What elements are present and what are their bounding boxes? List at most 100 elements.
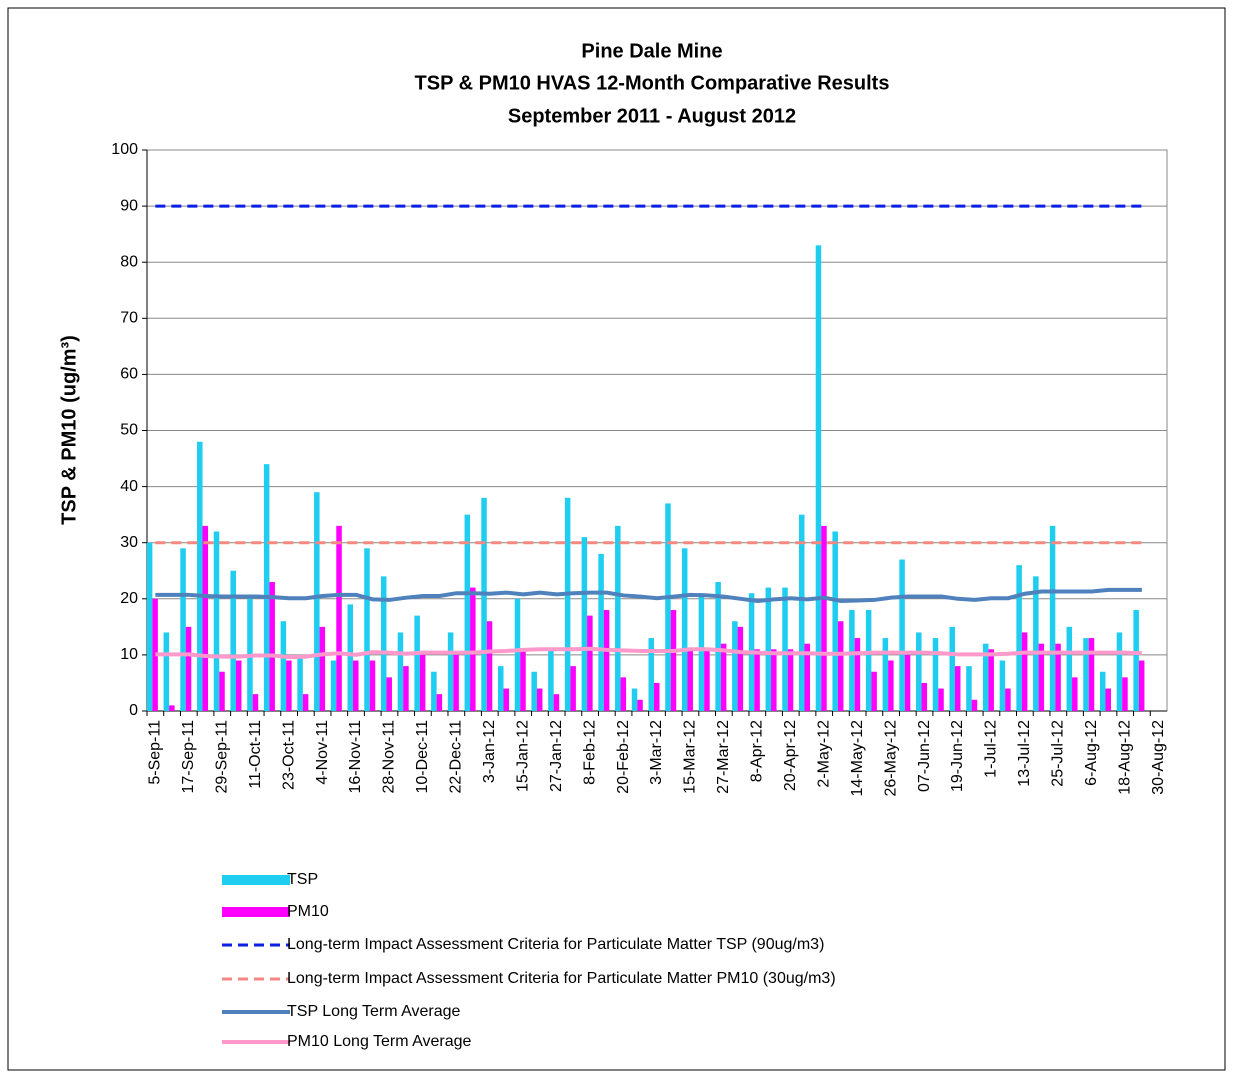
x-tick-label: 3-Jan-12 [481, 720, 498, 783]
bar [431, 671, 437, 711]
bar [1033, 576, 1039, 711]
bar [888, 660, 894, 711]
x-tick-label: 17-Sep-11 [180, 720, 197, 794]
legend-label: Long-term Impact Assessment Criteria for… [287, 970, 836, 987]
bar [336, 525, 342, 711]
bar [704, 649, 710, 711]
bar [1066, 626, 1073, 711]
y-tick-label: 60 [120, 366, 138, 383]
bar [765, 587, 772, 711]
x-tick-label: 8-Apr-12 [749, 720, 766, 782]
bar [252, 694, 259, 711]
bar [330, 660, 337, 711]
y-tick-label: 80 [120, 253, 138, 270]
legend-swatch [222, 875, 290, 885]
legend-label: TSP [287, 871, 318, 888]
bar [1099, 671, 1106, 711]
x-tick-label: 13-Jul-12 [1016, 720, 1033, 787]
x-tick-label: 20-Feb-12 [615, 720, 632, 794]
bar [865, 610, 872, 711]
x-tick-label: 3-Mar-12 [648, 720, 665, 785]
bar [453, 654, 459, 711]
x-tick-label: 15-Mar-12 [682, 720, 699, 794]
bar [670, 610, 677, 711]
bar [1116, 632, 1123, 711]
bar [436, 694, 443, 711]
bar [815, 245, 822, 711]
legend-label: PM10 Long Term Average [287, 1033, 472, 1050]
bar [938, 688, 944, 711]
bar [754, 649, 760, 711]
bar [498, 666, 504, 711]
x-tick-label: 26-May-12 [882, 720, 899, 797]
x-tick-label: 10-Dec-11 [414, 720, 431, 794]
bar [798, 514, 805, 711]
bar [871, 671, 877, 711]
x-tick-label: 11-Oct-11 [247, 720, 264, 789]
y-tick-label: 10 [120, 646, 138, 663]
bar [470, 587, 476, 711]
bar [269, 581, 275, 711]
bar [603, 610, 610, 711]
y-tick-label: 100 [111, 141, 138, 158]
bar [1005, 688, 1011, 711]
y-tick-label: 20 [120, 590, 138, 607]
bar [1083, 638, 1089, 711]
x-tick-label: 19-Jun-12 [949, 720, 966, 792]
bar [152, 598, 158, 711]
bar [971, 699, 978, 711]
bar [681, 548, 688, 711]
x-tick-label: 1-Jul-12 [983, 720, 1000, 778]
bar [720, 643, 727, 711]
bar [548, 649, 554, 711]
x-tick-label: 07-Jun-12 [916, 720, 933, 792]
bar [481, 497, 487, 711]
x-tick-label: 2-May-12 [815, 720, 832, 788]
bar [386, 677, 392, 711]
x-tick-label: 27-Jan-12 [548, 720, 565, 792]
bar [202, 525, 209, 711]
bar [447, 632, 454, 711]
legend-label: Long-term Impact Assessment Criteria for… [287, 936, 824, 953]
bar [921, 682, 928, 711]
bar [804, 643, 810, 711]
bar [1138, 660, 1145, 711]
bar [380, 576, 387, 711]
bar [687, 649, 693, 711]
bar [297, 654, 303, 711]
bar [235, 660, 242, 711]
bar [954, 666, 961, 711]
x-tick-label: 5-Sep-11 [147, 720, 164, 785]
bar [319, 626, 326, 711]
x-tick-label: 28-Nov-11 [381, 720, 398, 794]
bar [364, 548, 370, 711]
bar [849, 610, 855, 711]
bar [163, 632, 170, 711]
line-series [155, 646, 1142, 660]
bar [263, 464, 270, 711]
bar [999, 660, 1006, 711]
bar [782, 587, 788, 711]
bar [1105, 688, 1111, 711]
bar [1038, 643, 1045, 711]
bar [732, 621, 738, 711]
bar [1088, 638, 1095, 711]
bar [698, 593, 705, 711]
bar [180, 548, 186, 711]
bar [966, 666, 972, 711]
bar [397, 632, 404, 711]
legend-label: TSP Long Term Average [287, 1003, 461, 1020]
bar [771, 649, 777, 711]
bar [403, 666, 409, 711]
bar [347, 604, 354, 711]
bar [832, 531, 838, 711]
bar [414, 615, 420, 711]
bar [314, 492, 320, 711]
x-tick-label: 8-Feb-12 [581, 720, 598, 785]
y-tick-label: 90 [120, 197, 138, 214]
x-tick-label: 6-Aug-12 [1083, 720, 1100, 786]
bar [230, 570, 236, 711]
y-tick-label: 30 [120, 534, 138, 551]
bar [787, 649, 794, 711]
bar [1072, 677, 1078, 711]
